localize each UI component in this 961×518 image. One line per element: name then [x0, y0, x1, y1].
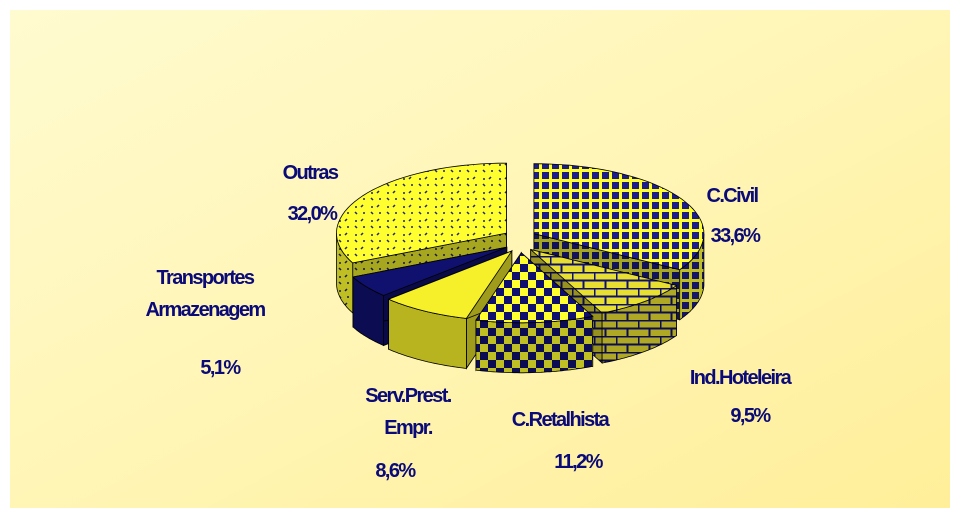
slice-side-shade — [475, 316, 593, 373]
category-label: Ind.Hoteleira — [689, 367, 792, 389]
category-label: C.Retalhista — [511, 409, 610, 431]
category-label: Serv.Prest. Empr. — [365, 385, 452, 439]
value-label: 33,6% — [710, 225, 761, 247]
slice-top — [387, 250, 513, 319]
slice-side-shade — [388, 299, 467, 369]
slice-side-shade — [336, 233, 353, 313]
slice-top — [352, 246, 507, 296]
category-label: Transportes Armazenagem — [145, 267, 266, 321]
value-label: 32,0% — [287, 203, 338, 225]
slice-side-shade — [679, 233, 704, 320]
value-label: 9,5% — [730, 405, 771, 427]
slice — [475, 251, 594, 374]
category-label: C.Civil — [706, 185, 759, 207]
slice-top — [475, 252, 594, 324]
slice-side-shade — [353, 277, 384, 346]
slice-top — [533, 163, 705, 271]
slice-top — [530, 249, 678, 314]
value-label: 5,1% — [200, 357, 241, 379]
category-label: Outras — [282, 162, 339, 184]
slice-side-shade — [602, 285, 677, 363]
value-label: 8,6% — [375, 460, 416, 482]
value-label: 11,2% — [554, 451, 603, 473]
slice-top — [336, 162, 507, 264]
